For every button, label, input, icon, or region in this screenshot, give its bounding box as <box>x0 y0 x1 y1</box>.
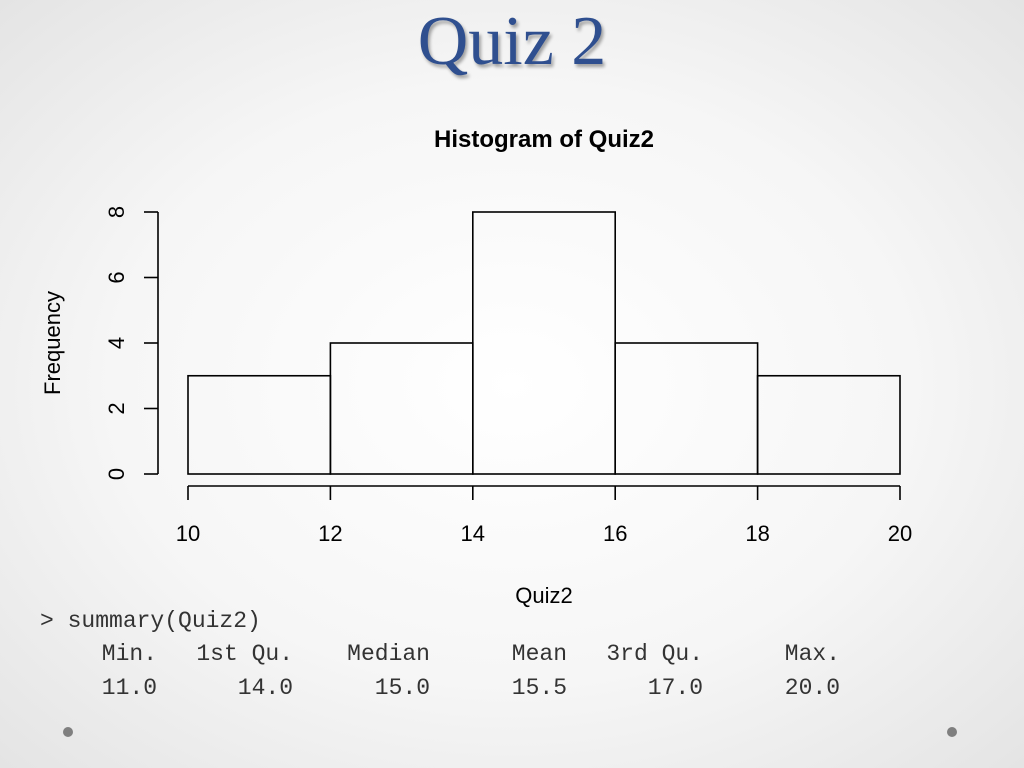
x-tick-label: 20 <box>888 521 912 546</box>
summary-header: 3rd Qu. <box>606 641 703 667</box>
histogram-bar <box>614 342 759 475</box>
chart-title: Histogram of Quiz2 <box>434 126 654 153</box>
summary-value: 17.0 <box>647 675 703 701</box>
y-tick-label: 4 <box>104 337 129 349</box>
bars-group <box>187 211 901 475</box>
summary-header: Min. <box>101 641 157 667</box>
summary-value: 14.0 <box>237 675 293 701</box>
summary-value: 15.0 <box>374 675 430 701</box>
console-command: > summary(Quiz2) <box>40 608 261 634</box>
summary-value: 20.0 <box>784 675 840 701</box>
x-tick-label: 16 <box>603 521 627 546</box>
slide-title: Quiz 2 <box>417 3 607 80</box>
y-tick-label: 8 <box>104 206 129 218</box>
x-tick-label: 18 <box>745 521 769 546</box>
y-tick-label: 6 <box>104 271 129 283</box>
y-axis-label: Frequency <box>40 291 65 395</box>
x-axis-label: Quiz2 <box>515 583 572 608</box>
summary-value: 15.5 <box>511 675 567 701</box>
y-tick-label: 0 <box>104 468 129 480</box>
histogram-bar <box>329 342 474 475</box>
x-tick-label: 10 <box>176 521 200 546</box>
histogram-bar <box>471 211 616 475</box>
histogram-bar <box>187 374 332 475</box>
summary-header: Mean <box>511 641 567 667</box>
summary-value: 11.0 <box>101 675 157 701</box>
y-tick-label: 2 <box>104 402 129 414</box>
histogram-bar <box>756 374 901 475</box>
summary-header: Max. <box>784 641 840 667</box>
x-tick-label: 14 <box>461 521 485 546</box>
summary-header: Median <box>347 641 430 667</box>
x-tick-label: 12 <box>318 521 342 546</box>
left-corner-dot <box>63 727 73 737</box>
x-axis: 10 12 14 16 18 20 <box>176 485 912 546</box>
y-axis: 0 2 4 6 8 <box>104 206 159 480</box>
right-corner-dot <box>947 727 957 737</box>
summary-header: 1st Qu. <box>196 641 293 667</box>
